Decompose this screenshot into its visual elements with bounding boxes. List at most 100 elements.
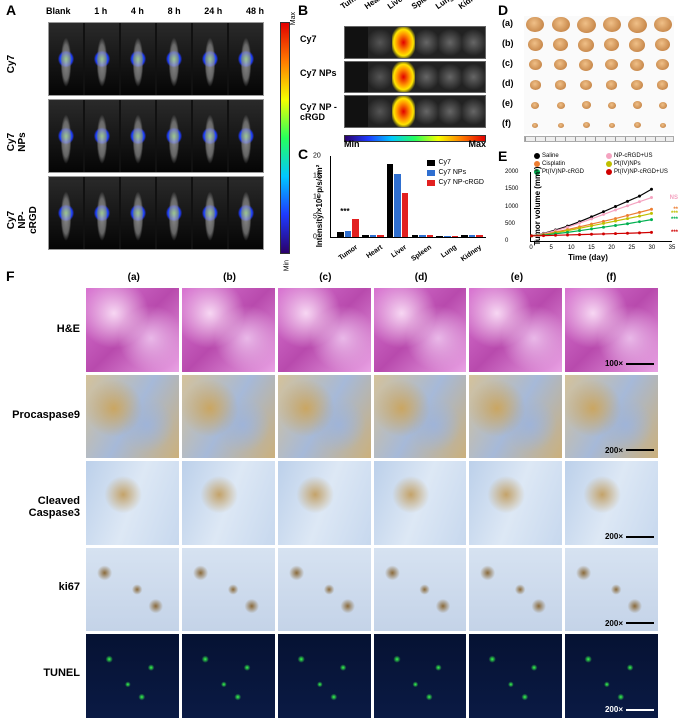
panel-b-organ-label: Spleen bbox=[409, 0, 434, 11]
panel-f-row-label: H&E bbox=[8, 323, 80, 335]
mouse-image bbox=[157, 100, 191, 172]
panel-e-marker bbox=[614, 220, 617, 223]
mouse-image bbox=[157, 177, 191, 249]
scalebar-bar bbox=[626, 449, 654, 451]
organ-image bbox=[368, 62, 391, 93]
mouse-image bbox=[121, 177, 155, 249]
tumor-photo bbox=[659, 102, 667, 109]
panel-e-marker bbox=[542, 234, 545, 237]
panel-e-xtick: 5 bbox=[549, 245, 552, 251]
panel-e-significance: *** bbox=[671, 217, 678, 223]
tumor-photo bbox=[609, 123, 615, 128]
panel-f-row-label: Procaspase9 bbox=[8, 409, 80, 421]
panel-c-xtick: Tumor bbox=[330, 244, 359, 267]
scalebar-text: 200× bbox=[605, 705, 623, 714]
panel-c-ytick: 5 bbox=[313, 213, 317, 220]
panel-b-organ-label: Tumor bbox=[339, 0, 364, 11]
tumor-photo bbox=[628, 17, 647, 33]
mouse-image bbox=[121, 100, 155, 172]
mouse-image bbox=[229, 100, 263, 172]
panel-c-bar bbox=[352, 219, 359, 237]
legend-text: Cy7 NPs bbox=[438, 168, 466, 178]
tumor-photo bbox=[528, 38, 543, 51]
tumor-photo bbox=[578, 38, 594, 52]
histology-image bbox=[374, 288, 467, 372]
panel-b-label: B bbox=[298, 2, 308, 18]
tumor-photo bbox=[580, 80, 592, 90]
panel-e-significance: *** bbox=[671, 230, 678, 236]
panel-b-organ-label: Lung bbox=[433, 0, 457, 11]
panel-f-label: F bbox=[6, 268, 15, 284]
legend-text: Cisplatin bbox=[542, 160, 565, 168]
histology-image bbox=[278, 461, 371, 545]
legend-text: Pt(IV)NPs bbox=[614, 160, 641, 168]
panel-e-marker bbox=[626, 204, 629, 207]
tumor-photo bbox=[529, 59, 542, 70]
scalebar-bar bbox=[626, 622, 654, 624]
panel-d-row-label: (e) bbox=[502, 98, 520, 108]
panel-c-xtick: Lung bbox=[429, 244, 458, 267]
panel-e-legend-item: Saline bbox=[534, 152, 602, 160]
scalebar-text: 200× bbox=[605, 532, 623, 541]
organ-image bbox=[415, 96, 438, 127]
panel-c-bar bbox=[345, 231, 352, 237]
panel-d-ruler bbox=[524, 136, 674, 142]
panel-a-row bbox=[48, 176, 264, 250]
panel-b-cb-max: Max bbox=[468, 139, 486, 149]
panel-f-row-label: Cleaved Caspase3 bbox=[8, 495, 80, 519]
histology-image bbox=[469, 634, 562, 718]
panel-e-marker bbox=[590, 233, 593, 236]
panel-e-marker bbox=[650, 212, 653, 215]
panel-b-row-label: Cy7 NPs bbox=[300, 68, 342, 78]
panel-e-marker bbox=[614, 208, 617, 211]
panel-e-marker bbox=[530, 234, 533, 237]
histology-image bbox=[182, 461, 275, 545]
mouse-image bbox=[49, 177, 83, 249]
panel-e-xtick: 25 bbox=[628, 245, 635, 251]
panel-e-legend-item: Cisplatin bbox=[534, 160, 602, 168]
panel-e-ytick: 1500 bbox=[505, 186, 518, 192]
organ-image bbox=[462, 27, 485, 58]
scalebar: 200× bbox=[605, 532, 654, 542]
panel-a-label: A bbox=[6, 2, 16, 18]
histology-image bbox=[182, 375, 275, 459]
panel-c-legend-item: Cy7 NPs bbox=[427, 168, 484, 178]
panel-f-col-label: (b) bbox=[223, 272, 236, 283]
panel-c-bar bbox=[377, 235, 384, 237]
panel-c-bar bbox=[402, 193, 409, 237]
tumor-photo bbox=[629, 38, 645, 52]
panel-e-marker bbox=[602, 213, 605, 216]
panel-b-row-label: Cy7 bbox=[300, 34, 342, 44]
tumor-photo bbox=[554, 59, 567, 70]
tumor-photo bbox=[531, 102, 539, 109]
panel-c-bar bbox=[461, 235, 468, 237]
histology-image bbox=[86, 548, 179, 632]
tumor-photo bbox=[606, 80, 617, 89]
panel-d-label: D bbox=[498, 2, 508, 18]
panel-a-biodistribution: A Blank1 h4 h8 h24 h48 h Max Min Cy7Cy7 … bbox=[8, 4, 278, 260]
panel-b-organ-grid bbox=[344, 26, 486, 128]
mouse-image bbox=[193, 100, 227, 172]
panel-e-marker bbox=[650, 188, 653, 191]
panel-d-row-label: (f) bbox=[502, 118, 520, 128]
histology-image bbox=[182, 548, 275, 632]
panel-e-marker bbox=[566, 231, 569, 234]
histology-image bbox=[86, 288, 179, 372]
panel-d-tumor-grid bbox=[524, 16, 674, 134]
panel-a-row bbox=[48, 22, 264, 96]
panel-a-timepoint: 1 h bbox=[94, 6, 107, 16]
histology-image bbox=[278, 548, 371, 632]
tumor-photo bbox=[630, 59, 644, 71]
panel-e-marker bbox=[602, 232, 605, 235]
panel-e-marker bbox=[638, 200, 641, 203]
mouse-image bbox=[85, 177, 119, 249]
panel-e-marker bbox=[554, 234, 557, 237]
mouse-image bbox=[121, 23, 155, 95]
organ-image bbox=[368, 27, 391, 58]
histology-image: 200× bbox=[565, 548, 658, 632]
legend-swatch bbox=[427, 170, 435, 176]
histology-image bbox=[86, 461, 179, 545]
tumor-photo bbox=[633, 101, 642, 109]
panel-e-xtick: 15 bbox=[588, 245, 595, 251]
panel-a-cb-max: Max bbox=[290, 12, 297, 25]
